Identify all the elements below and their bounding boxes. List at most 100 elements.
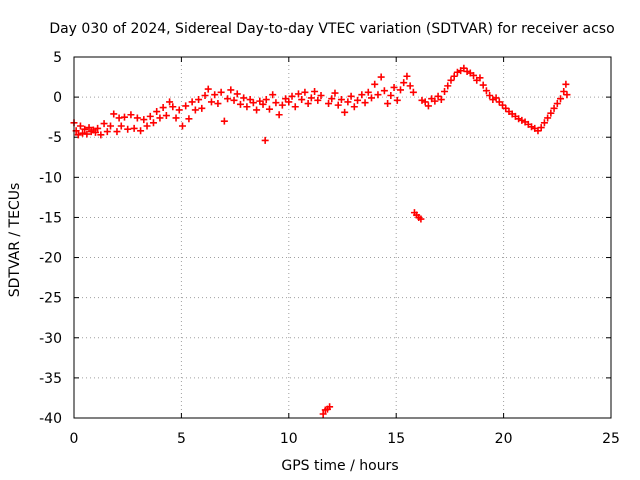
y-tick-label: -30 bbox=[39, 331, 62, 347]
data-point bbox=[140, 116, 148, 124]
data-point bbox=[361, 99, 369, 107]
data-point bbox=[311, 87, 319, 95]
data-point bbox=[553, 100, 561, 108]
y-axis-label: SDTVAR / TECUs bbox=[7, 183, 23, 298]
data-point bbox=[265, 105, 273, 113]
y-tick-label: -35 bbox=[39, 371, 62, 387]
data-point bbox=[393, 96, 401, 104]
data-point bbox=[103, 128, 111, 136]
data-point bbox=[424, 102, 432, 110]
data-point bbox=[256, 97, 264, 105]
data-point bbox=[246, 96, 254, 104]
data-point bbox=[149, 119, 157, 127]
data-point bbox=[341, 108, 349, 116]
data-point bbox=[294, 90, 302, 98]
data-point bbox=[100, 120, 108, 128]
data-point bbox=[198, 104, 206, 112]
data-point bbox=[117, 122, 125, 130]
data-point bbox=[371, 80, 379, 88]
data-point bbox=[380, 87, 388, 95]
data-point bbox=[217, 88, 225, 96]
data-point bbox=[275, 111, 283, 119]
data-point bbox=[133, 114, 141, 122]
data-point bbox=[479, 81, 487, 89]
data-point bbox=[417, 215, 425, 223]
data-point bbox=[146, 112, 154, 120]
data-point bbox=[347, 92, 355, 100]
data-point bbox=[441, 87, 449, 95]
data-point bbox=[492, 94, 500, 102]
data-point bbox=[76, 122, 84, 130]
data-point bbox=[298, 96, 306, 104]
data-point bbox=[153, 108, 161, 116]
data-point bbox=[211, 91, 219, 99]
data-point bbox=[374, 91, 382, 99]
data-point bbox=[495, 98, 503, 106]
data-point bbox=[476, 74, 484, 82]
data-point bbox=[178, 122, 186, 130]
data-point bbox=[185, 115, 193, 123]
data-point bbox=[550, 104, 558, 112]
data-point bbox=[562, 80, 570, 88]
data-point bbox=[387, 92, 395, 100]
data-point bbox=[156, 114, 164, 122]
data-point bbox=[191, 106, 199, 114]
data-point bbox=[240, 94, 248, 102]
y-tick-label: -20 bbox=[39, 251, 62, 267]
data-point bbox=[220, 117, 228, 125]
data-point bbox=[431, 97, 439, 105]
data-point bbox=[470, 71, 478, 79]
data-point bbox=[236, 100, 244, 108]
y-tick-label: -10 bbox=[39, 170, 62, 186]
data-point bbox=[249, 99, 257, 107]
data-point bbox=[421, 98, 429, 106]
data-point bbox=[434, 92, 442, 100]
data-point bbox=[272, 99, 280, 107]
data-point bbox=[400, 79, 408, 87]
data-point bbox=[314, 96, 322, 104]
data-point bbox=[409, 88, 417, 96]
data-point bbox=[354, 96, 362, 104]
x-tick-label: 10 bbox=[280, 431, 298, 447]
data-point bbox=[307, 94, 315, 102]
data-point bbox=[282, 95, 290, 103]
data-point bbox=[499, 101, 507, 109]
x-tick-label: 20 bbox=[495, 431, 513, 447]
data-point bbox=[358, 91, 366, 99]
data-point bbox=[201, 92, 209, 100]
grid bbox=[74, 57, 611, 418]
data-point bbox=[350, 103, 358, 111]
data-point bbox=[560, 87, 568, 95]
data-point bbox=[214, 100, 222, 108]
data-point bbox=[204, 85, 212, 93]
data-point bbox=[81, 125, 89, 133]
data-point bbox=[113, 128, 121, 136]
data-point bbox=[502, 104, 510, 112]
data-point bbox=[230, 96, 238, 104]
data-point bbox=[130, 124, 138, 132]
data-point bbox=[334, 101, 342, 109]
data-point bbox=[91, 128, 99, 136]
data-point bbox=[325, 100, 333, 108]
data-point bbox=[175, 106, 183, 114]
data-point bbox=[74, 131, 82, 139]
data-point bbox=[547, 109, 555, 117]
data-point bbox=[115, 114, 123, 122]
x-axis-label: GPS time / hours bbox=[281, 458, 398, 474]
data-point bbox=[166, 98, 174, 106]
data-point bbox=[285, 98, 293, 106]
data-point bbox=[188, 98, 196, 106]
data-point bbox=[367, 94, 375, 102]
data-point bbox=[557, 95, 565, 103]
data-point bbox=[403, 72, 411, 80]
data-point bbox=[396, 86, 404, 94]
data-point bbox=[317, 92, 325, 100]
data-point bbox=[377, 73, 385, 81]
data-point bbox=[259, 100, 267, 108]
data-point bbox=[227, 86, 235, 94]
data-point bbox=[233, 90, 241, 98]
data-point bbox=[127, 111, 135, 119]
y-tick-label: 0 bbox=[53, 90, 62, 106]
x-tick-label: 0 bbox=[70, 431, 79, 447]
data-series bbox=[70, 64, 571, 418]
